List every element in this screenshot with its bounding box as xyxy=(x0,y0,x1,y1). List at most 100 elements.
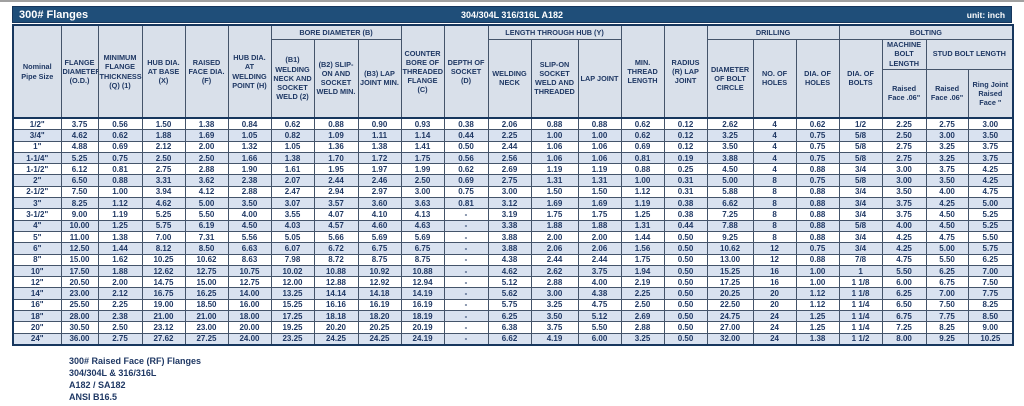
table-cell: 0.38 xyxy=(443,117,489,131)
table-cell: 32.00 xyxy=(706,332,754,346)
pipe-size-cell: 1" xyxy=(12,140,62,153)
table-cell: - xyxy=(443,310,489,323)
table-cell: 2.62 xyxy=(706,117,754,131)
table-cell: 2.25 xyxy=(97,298,143,312)
table-row: 1/2" 3.75 0.56 1.50 1.38 0.84 0.62 0.88 0.90 0.93… xyxy=(12,117,1014,131)
group-bore-diameter: BORE DIAMETER (B) xyxy=(270,24,402,40)
table-cell: 20.25 xyxy=(357,321,402,334)
table-cell: 1.88 xyxy=(530,219,579,232)
table-cell: 18.18 xyxy=(313,310,359,323)
table-cell: 0.50 xyxy=(663,287,708,300)
table-cell: 1.38 xyxy=(184,117,229,131)
table-cell: 1.05 xyxy=(227,129,272,142)
table-cell: 4 xyxy=(752,140,797,153)
table-cell: 3.88 xyxy=(487,230,532,244)
table-cell: 1 1/8 xyxy=(838,276,883,289)
table-cell: 1 1/8 xyxy=(838,287,883,300)
table-cell: 2.62 xyxy=(530,264,579,278)
table-cell: 4.13 xyxy=(400,208,445,221)
table-row: 1" 4.88 0.69 2.12 2.00 1.32 1.05 1.36 1.38 1.41 0.… xyxy=(12,140,1014,153)
table-cell: 5.50 xyxy=(577,321,622,334)
table-cell: 1 xyxy=(838,264,883,278)
table-cell: 16 xyxy=(752,276,797,289)
table-cell: 1 1/4 xyxy=(838,321,883,334)
top-divider xyxy=(0,0,1024,2)
table-cell: 2.44 xyxy=(530,253,579,266)
table-cell: 3.75 xyxy=(967,151,1014,165)
table-cell: 8 xyxy=(752,185,797,199)
table-cell: 12.50 xyxy=(60,242,99,255)
table-cell: 1.50 xyxy=(141,117,186,131)
table-cell: 0.88 xyxy=(313,117,359,131)
table-cell: 5/8 xyxy=(838,129,883,142)
table-cell: 0.75 xyxy=(795,140,840,153)
table-cell: 4.62 xyxy=(487,264,532,278)
table-cell: 14.00 xyxy=(227,287,272,300)
table-row: 3-1/2" 9.00 1.19 5.25 5.50 4.00 3.55 4.07 4.10 4.… xyxy=(12,208,1014,221)
table-cell: 4.25 xyxy=(925,197,969,210)
header-main-row: (B1) WELDING NECK AND SOCKET WELD (2) (B… xyxy=(13,38,1014,119)
pipe-size-cell: 20" xyxy=(12,321,62,334)
table-cell: 0.81 xyxy=(97,163,143,176)
table-cell: 17.25 xyxy=(706,276,754,289)
table-cell: 1.69 xyxy=(184,129,229,142)
col-welding-neck: WELDING NECK xyxy=(487,38,532,119)
table-cell: 1.88 xyxy=(141,129,186,142)
table-cell: - xyxy=(443,298,489,312)
col-dia-of-bolts: DIA. OF BOLTS xyxy=(838,38,883,119)
table-cell: 3.00 xyxy=(967,117,1014,131)
table-cell: 19.25 xyxy=(270,321,315,334)
table-cell: 6.12 xyxy=(60,163,99,176)
table-cell: 2.69 xyxy=(487,163,532,176)
table-cell: 4.25 xyxy=(967,163,1014,176)
table-cell: 9.25 xyxy=(706,230,754,244)
table-cell: 7.50 xyxy=(967,276,1014,289)
table-cell: 0.75 xyxy=(795,242,840,255)
table-cell: 0.81 xyxy=(443,197,489,210)
table-header: Nominal Pipe Size FLANGE DIAMETER (O.D.)… xyxy=(12,24,1014,119)
table-cell: 2.06 xyxy=(530,242,579,255)
table-cell: 0.44 xyxy=(663,219,708,232)
table-cell: 2.88 xyxy=(184,163,229,176)
table-cell: 5.50 xyxy=(925,253,969,266)
table-cell: - xyxy=(443,219,489,232)
table-cell: 1.14 xyxy=(400,129,445,142)
table-cell: 20.50 xyxy=(60,276,99,289)
table-cell: 0.12 xyxy=(663,140,708,153)
table-cell: 16.75 xyxy=(141,287,186,300)
table-cell: - xyxy=(443,287,489,300)
col-min-flange-thickness: MINIMUM FLANGE THICKNESS (Q) (1) xyxy=(97,24,143,119)
table-row: 2" 6.50 0.88 3.31 3.62 2.38 2.07 2.44 2.46 2.50 0.… xyxy=(12,174,1014,187)
table-cell: 4.25 xyxy=(881,242,927,255)
table-cell: 1.75 xyxy=(530,208,579,221)
table-cell: 4.38 xyxy=(487,253,532,266)
table-cell: 1/2 xyxy=(838,117,883,131)
table-cell: 4 xyxy=(752,151,797,165)
table-cell: 0.19 xyxy=(663,151,708,165)
flange-dimensions-table: Nominal Pipe Size FLANGE DIAMETER (O.D.)… xyxy=(12,24,1015,346)
table-cell: 25.50 xyxy=(60,298,99,312)
table-cell: 24 xyxy=(752,332,797,346)
pipe-size-cell: 1-1/2" xyxy=(12,163,62,176)
table-row: 16" 25.50 2.25 19.00 18.50 16.00 15.25 16.16 16.… xyxy=(12,298,1014,312)
table-cell: 6.19 xyxy=(184,219,229,232)
table-cell: 2.75 xyxy=(487,174,532,187)
pipe-size-cell: 18" xyxy=(12,310,62,323)
table-cell: 14.75 xyxy=(141,276,186,289)
table-cell: 3.50 xyxy=(925,174,969,187)
col-radius-lap-joint: RADIUS (R) LAP JOINT xyxy=(663,24,708,119)
table-cell: 0.93 xyxy=(400,117,445,131)
table-cell: 1.66 xyxy=(227,151,272,165)
table-cell: 4.12 xyxy=(184,185,229,199)
table-cell: 8.12 xyxy=(141,242,186,255)
table-cell: 3.00 xyxy=(487,185,532,199)
table-cell: 5.75 xyxy=(141,219,186,232)
table-cell: 1.31 xyxy=(530,174,579,187)
table-cell: 5/8 xyxy=(838,219,883,232)
table-cell: 8 xyxy=(752,197,797,210)
col-stud-raised-face: Raised Face .06" xyxy=(925,68,969,119)
table-cell: 7.00 xyxy=(925,287,969,300)
table-cell: 4.75 xyxy=(967,185,1014,199)
table-cell: 2.50 xyxy=(620,298,665,312)
table-cell: - xyxy=(443,276,489,289)
